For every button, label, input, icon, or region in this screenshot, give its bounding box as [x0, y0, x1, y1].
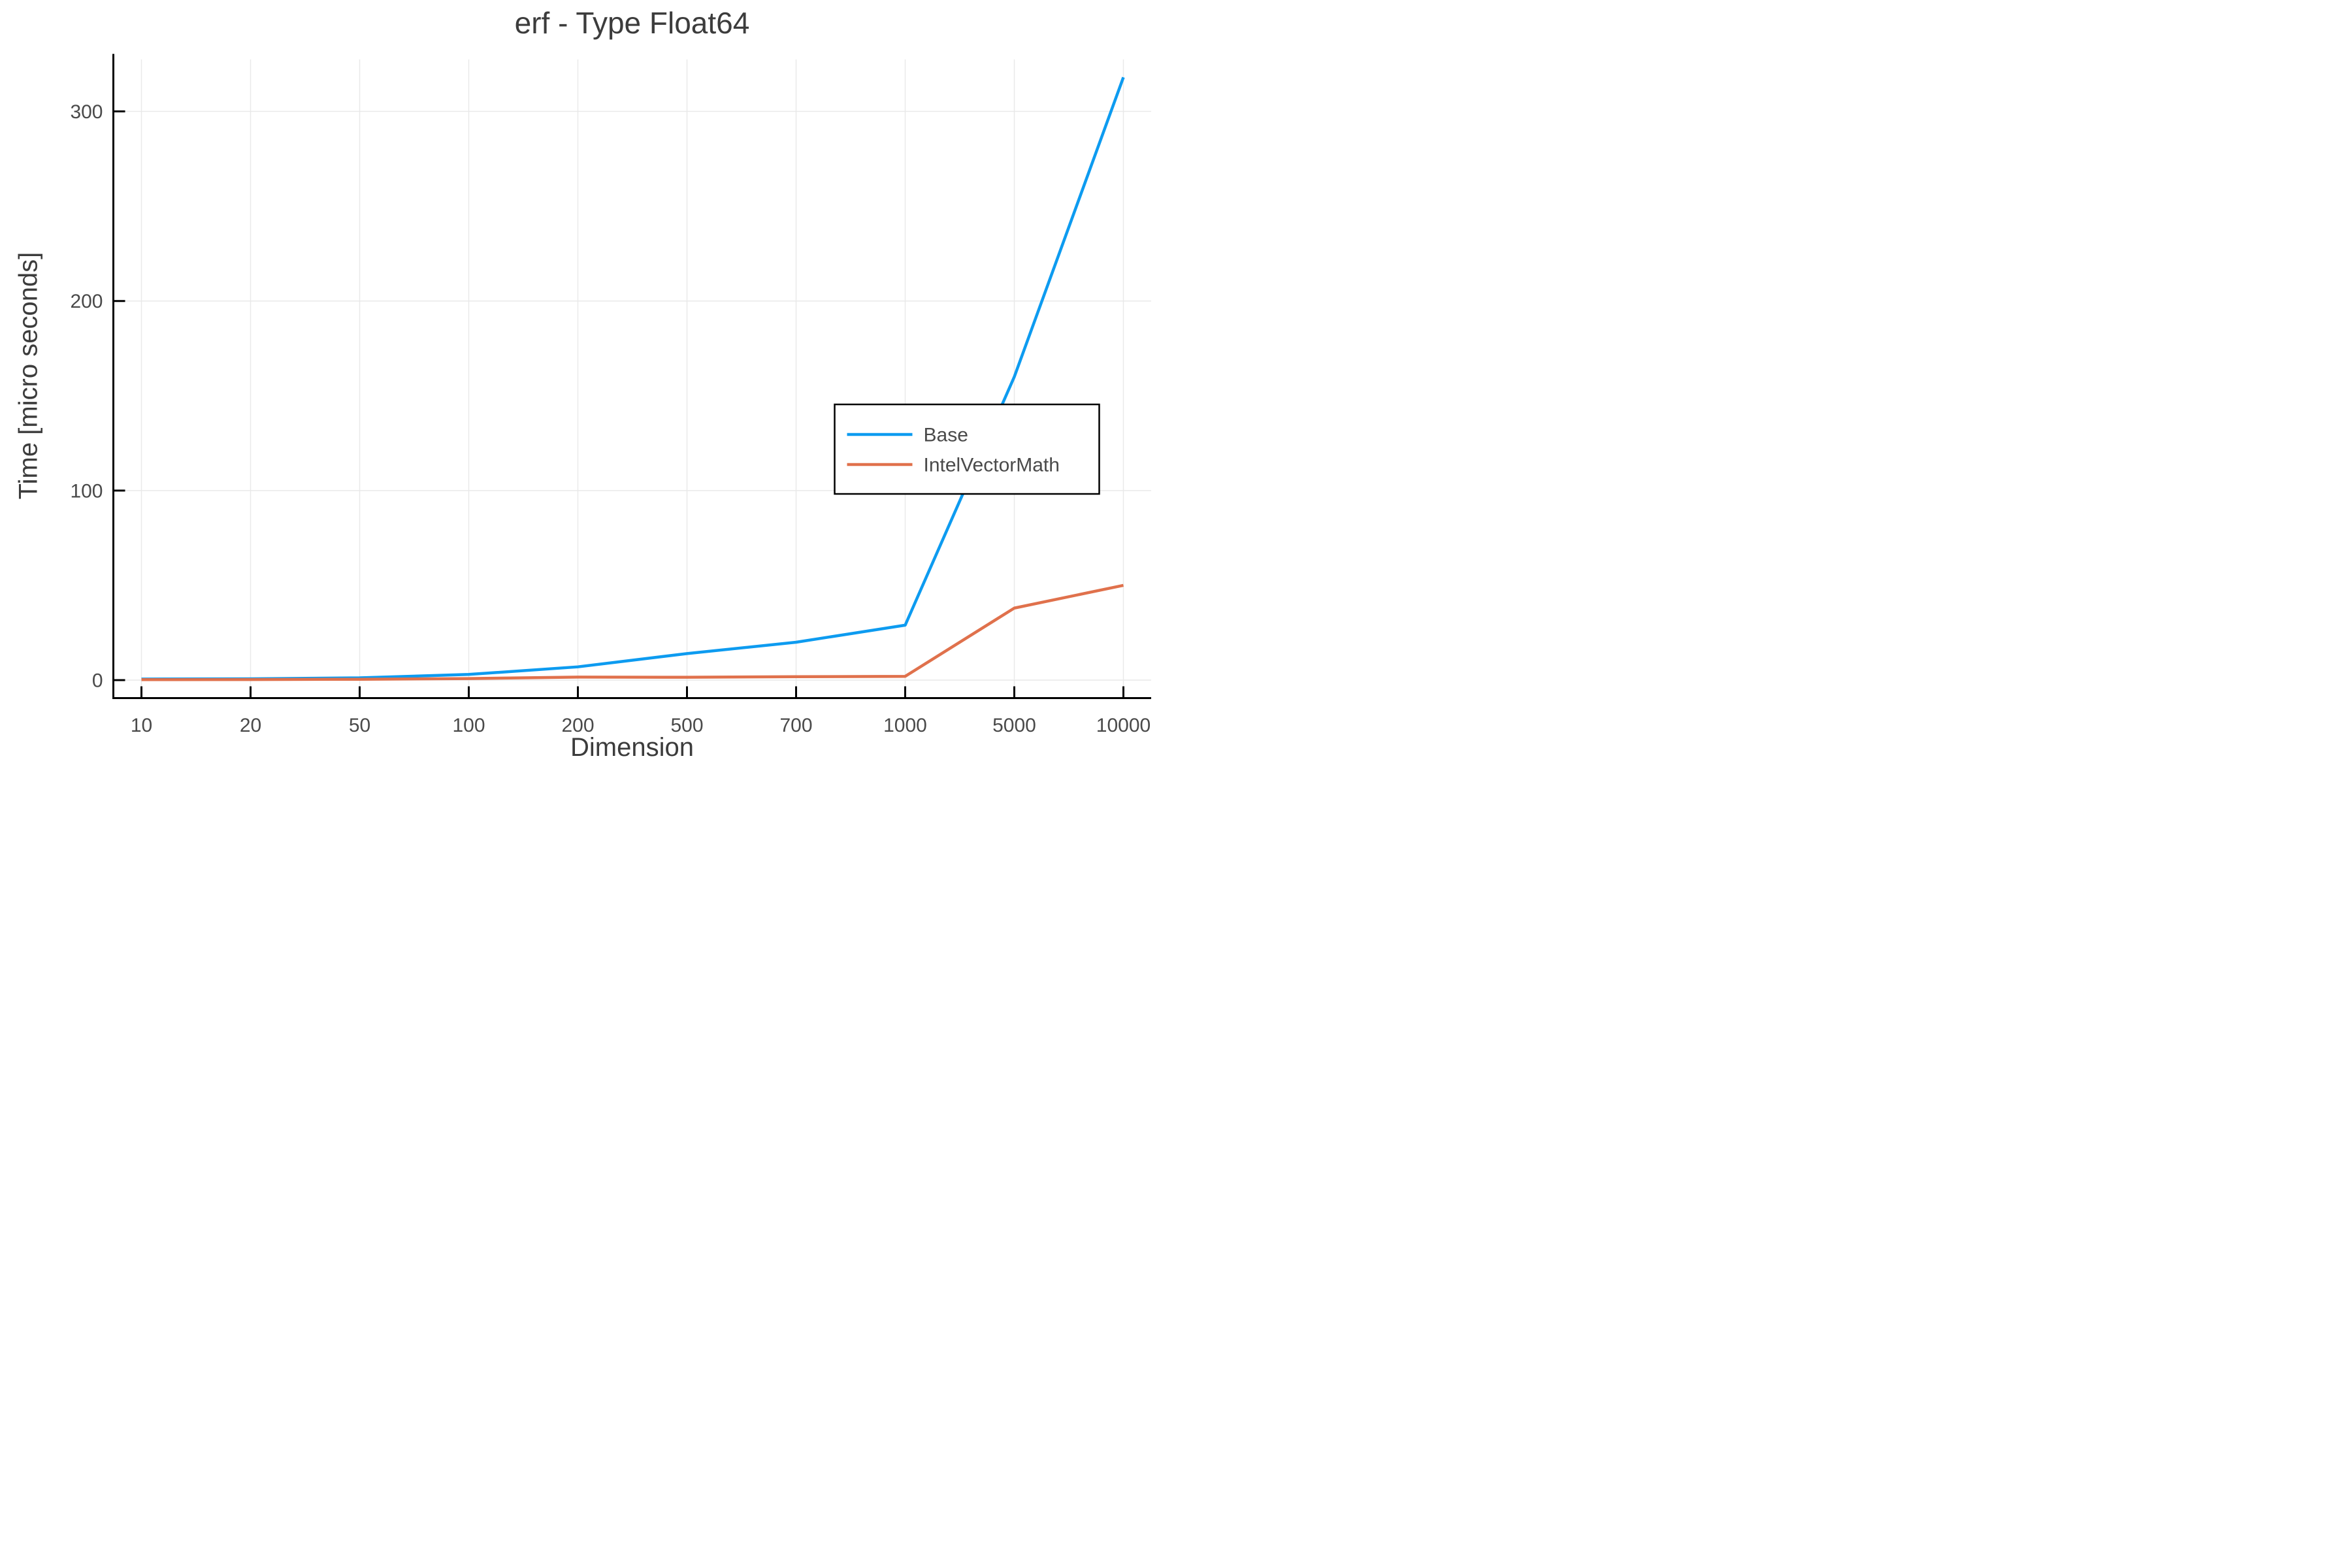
x-tick-label-500: 500 [670, 715, 703, 736]
y-tick-label-200: 200 [70, 291, 103, 312]
x-tick-label-1000: 1000 [883, 715, 927, 736]
chart-title: erf - Type Float64 [514, 6, 750, 40]
y-tick-label-100: 100 [70, 480, 103, 502]
x-tick-label-200: 200 [561, 715, 594, 736]
y-tick-label-300: 300 [70, 101, 103, 123]
plot-area: 10 20 50 100 200 500 700 1000 5000 10000 0 100 200 30… [70, 54, 1151, 736]
legend-box [834, 403, 1100, 495]
x-tick-label-700: 700 [779, 715, 812, 736]
x-tick-label-100: 100 [452, 715, 485, 736]
series-line-base [141, 76, 1125, 681]
series-line-intelvectormath [141, 583, 1124, 681]
x-axis-title: Dimension [570, 733, 694, 762]
x-tick-label-10000: 10000 [1096, 715, 1151, 736]
y-axis-title-text: Time [micro seconds] [14, 252, 43, 500]
legend-label-base: Base [924, 425, 968, 446]
y-tick-label-0: 0 [92, 670, 103, 692]
chart-figure: erf - Type Float64 Time [micro seconds] … [0, 0, 1176, 784]
x-tick-label-10: 10 [131, 715, 152, 736]
x-tick-label-20: 20 [240, 715, 261, 736]
legend-label-intelvectormath: IntelVectorMath [924, 455, 1060, 476]
x-tick-label-50: 50 [349, 715, 370, 736]
x-tick-label-5000: 5000 [992, 715, 1036, 736]
